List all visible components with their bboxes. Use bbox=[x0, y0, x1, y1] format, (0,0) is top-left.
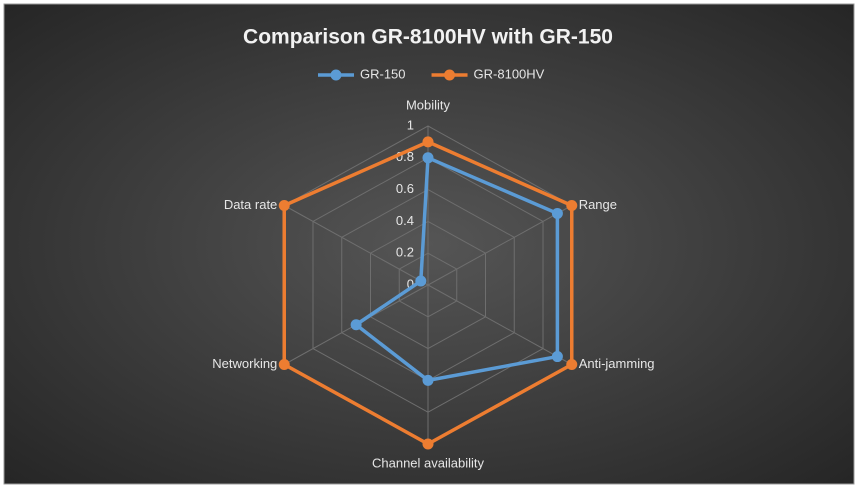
r-tick-label: 1 bbox=[407, 117, 414, 132]
data-point bbox=[566, 200, 578, 211]
data-point bbox=[278, 359, 290, 370]
axis-spoke bbox=[283, 205, 429, 286]
r-tick-label: 0 bbox=[407, 276, 414, 291]
data-point bbox=[350, 319, 362, 331]
data-point bbox=[551, 207, 563, 219]
category-label: Channel availability bbox=[372, 455, 485, 470]
axis-spoke bbox=[427, 284, 573, 365]
category-label: Data rate bbox=[224, 197, 277, 212]
data-point bbox=[278, 200, 290, 211]
data-point bbox=[422, 374, 434, 386]
r-tick-label: 0.6 bbox=[396, 181, 414, 196]
category-label: Anti-jamming bbox=[579, 356, 655, 371]
data-point bbox=[422, 136, 434, 148]
data-point bbox=[422, 152, 434, 164]
legend-marker bbox=[330, 69, 342, 81]
r-tick-label: 0.2 bbox=[396, 245, 414, 260]
axis-spoke bbox=[427, 205, 573, 286]
legend-label: GR-150 bbox=[360, 66, 406, 81]
legend-marker bbox=[444, 69, 456, 81]
category-label: Mobility bbox=[406, 97, 451, 112]
chart-title: Comparison GR-8100HV with GR-150 bbox=[243, 26, 613, 49]
category-label: Networking bbox=[212, 356, 277, 371]
r-tick-label: 0.4 bbox=[396, 213, 414, 228]
data-point bbox=[422, 438, 434, 450]
chart-background bbox=[3, 3, 855, 485]
category-label: Range bbox=[579, 197, 617, 212]
legend-label: GR-8100HV bbox=[474, 66, 545, 81]
data-point bbox=[551, 351, 563, 363]
data-point bbox=[415, 275, 427, 287]
data-point bbox=[566, 359, 578, 370]
